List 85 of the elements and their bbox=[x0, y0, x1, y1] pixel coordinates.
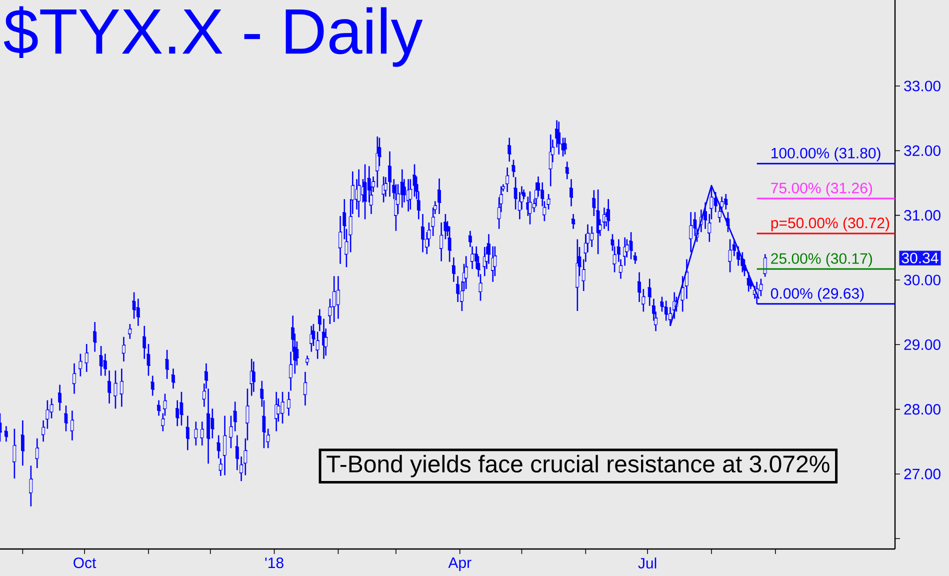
candlestick bbox=[20, 420, 26, 466]
candlestick bbox=[387, 150, 392, 198]
candlestick bbox=[119, 368, 124, 408]
candlestick bbox=[632, 252, 638, 264]
ref-line-label: p=50.00% (30.72) bbox=[771, 217, 890, 232]
candlestick bbox=[636, 272, 642, 303]
y-tick-label: 31.00 bbox=[904, 210, 940, 221]
y-tick-label: 29.00 bbox=[904, 339, 940, 350]
candlestick bbox=[127, 323, 132, 340]
candlestick bbox=[510, 159, 516, 178]
candlestick bbox=[12, 428, 17, 480]
x-tick-label: Jul bbox=[638, 558, 656, 569]
candlestick bbox=[568, 178, 574, 207]
candlestick bbox=[106, 370, 112, 404]
candlestick bbox=[200, 420, 205, 446]
candlestick bbox=[170, 368, 176, 390]
candlestick bbox=[84, 343, 90, 372]
candlestick bbox=[362, 164, 368, 220]
y-tick-label: 30.00 bbox=[904, 274, 940, 286]
candlestick bbox=[72, 362, 77, 394]
x-tick-label: Oct bbox=[74, 558, 96, 568]
candlestick bbox=[688, 211, 694, 253]
candlestick bbox=[420, 213, 426, 253]
candlestick bbox=[451, 256, 456, 283]
candlestick bbox=[92, 321, 98, 352]
candlestick bbox=[589, 226, 594, 248]
candlestick bbox=[438, 222, 444, 262]
candlestick bbox=[562, 137, 568, 156]
candlestick bbox=[28, 464, 34, 507]
candlestick bbox=[121, 336, 126, 362]
candlestick bbox=[112, 370, 118, 410]
y-tick-label: 27.00 bbox=[904, 468, 940, 480]
candlestick bbox=[302, 371, 308, 406]
candlestick bbox=[336, 275, 341, 320]
y-tick-label: 33.00 bbox=[904, 80, 940, 92]
candlestick bbox=[70, 410, 75, 442]
candlestick bbox=[210, 408, 215, 440]
candlestick bbox=[251, 360, 256, 393]
chart-title: $TYX.X - Daily bbox=[4, 6, 423, 67]
candlestick bbox=[436, 178, 442, 215]
candlestick bbox=[464, 255, 469, 290]
ref-line-label: 0.00% (29.63) bbox=[770, 288, 864, 302]
candlestick bbox=[156, 400, 162, 416]
candlestick bbox=[216, 434, 222, 460]
ref-line-label: 25.00% (30.17) bbox=[771, 252, 872, 267]
candlestick bbox=[57, 384, 62, 412]
candlestick bbox=[286, 391, 292, 416]
candlestick bbox=[193, 420, 198, 446]
ref-line-label: 75.00% (31.26) bbox=[771, 182, 872, 196]
candlestick bbox=[723, 193, 728, 210]
candlestick bbox=[178, 391, 184, 426]
candlestick bbox=[762, 253, 768, 278]
x-tick-label: Apr bbox=[448, 558, 472, 571]
candlestick bbox=[222, 415, 228, 476]
y-tick-label: 32.00 bbox=[904, 145, 940, 156]
candlestick bbox=[702, 202, 708, 230]
candlestick bbox=[34, 438, 40, 469]
candlestick bbox=[570, 213, 576, 230]
candlestick bbox=[185, 415, 190, 451]
candlestick bbox=[728, 238, 733, 273]
candlestick bbox=[664, 300, 669, 322]
candlestick bbox=[206, 388, 211, 464]
candlestick bbox=[4, 425, 9, 442]
candlestick bbox=[98, 345, 104, 376]
ref-line-label: 100.00% (31.80) bbox=[772, 147, 880, 162]
candlestick bbox=[280, 391, 286, 424]
x-tick-label: '18 bbox=[265, 558, 284, 568]
candlestick bbox=[164, 349, 170, 380]
candlestick bbox=[332, 275, 337, 323]
candlestick bbox=[506, 137, 512, 162]
candlestick bbox=[44, 400, 50, 430]
candlestick bbox=[564, 161, 570, 180]
candlestick bbox=[78, 353, 83, 377]
candlestick bbox=[628, 231, 634, 260]
candlestick bbox=[304, 355, 310, 366]
text: 30.34 bbox=[902, 252, 938, 264]
candlestick bbox=[150, 375, 156, 396]
candlestick bbox=[63, 404, 68, 432]
candlestick bbox=[102, 353, 108, 376]
annotation: T-Bond yields face crucial resistance at 3.072% bbox=[326, 454, 830, 478]
candlestick bbox=[374, 136, 380, 188]
candlestick bbox=[574, 238, 580, 312]
candlestick bbox=[40, 420, 46, 442]
y-tick-label: 28.00 bbox=[904, 404, 940, 415]
candlestick bbox=[504, 166, 510, 193]
